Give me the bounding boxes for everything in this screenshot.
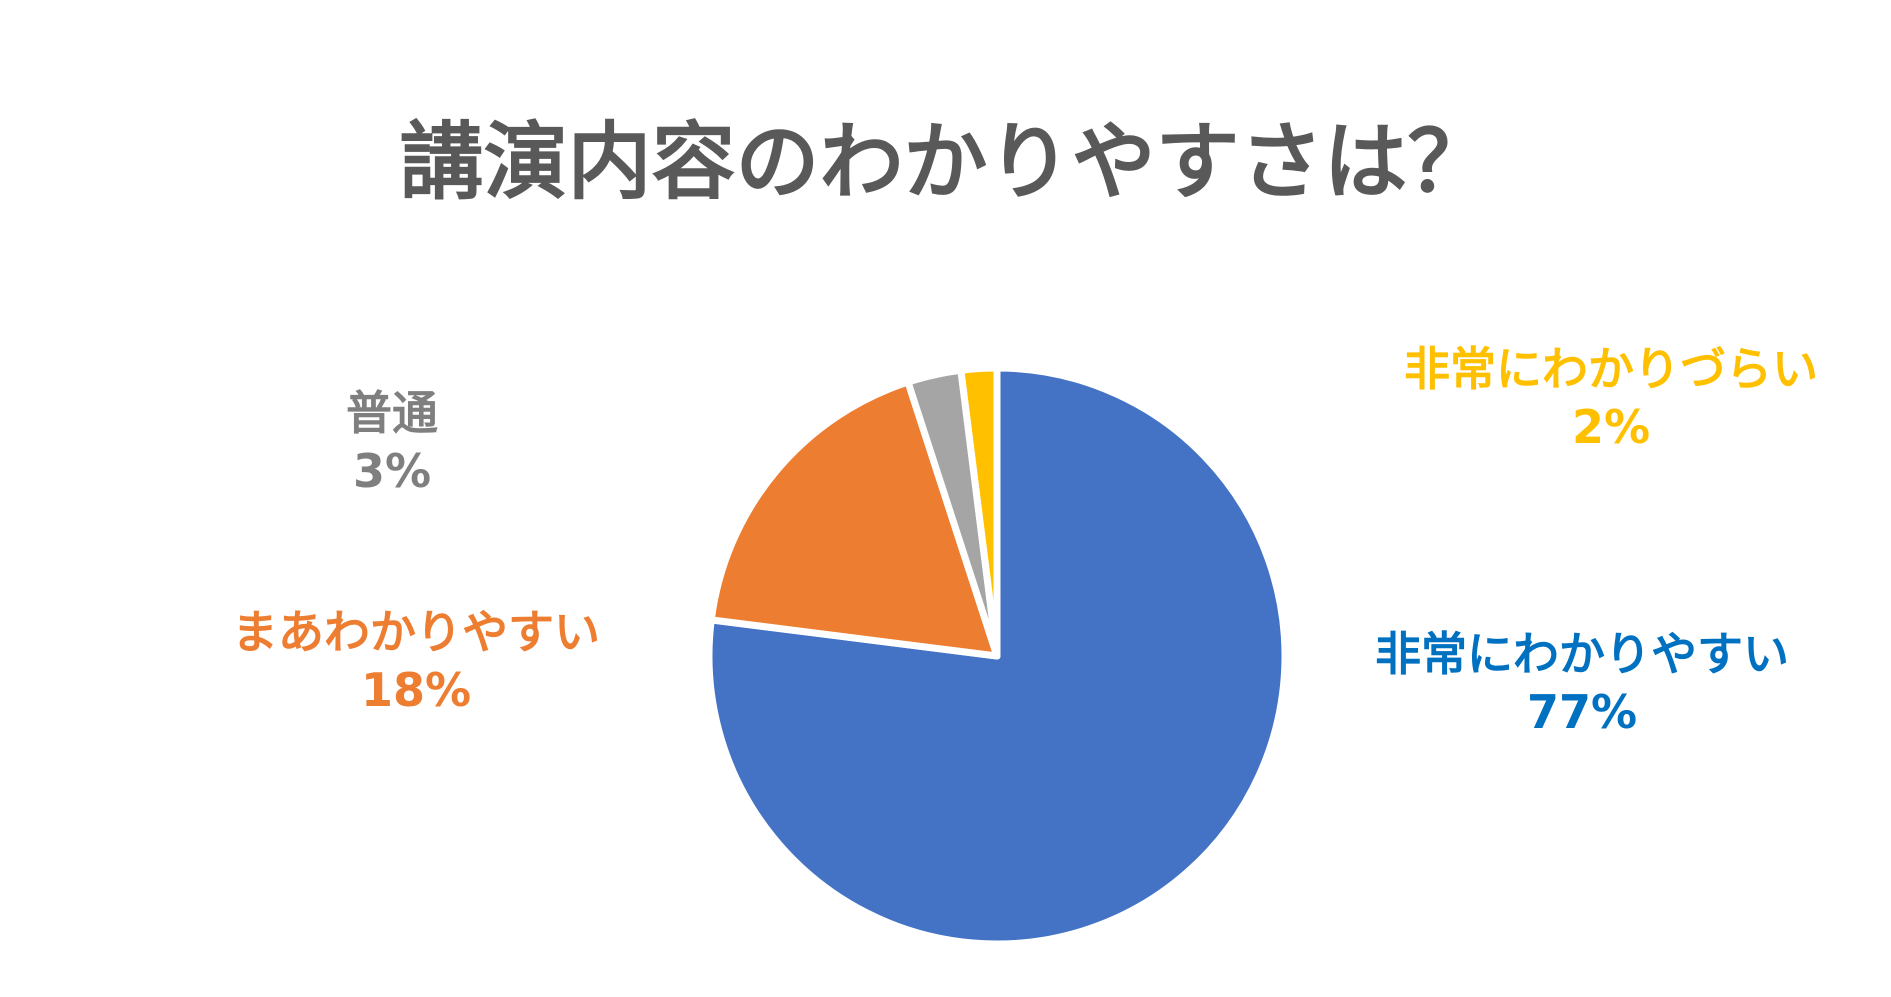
slice-value-label: 3%	[352, 444, 432, 498]
slice-label-normal: 普通 3%	[346, 384, 438, 500]
pie-slice-1	[707, 378, 1001, 660]
slice-value-label: 77%	[1526, 685, 1638, 739]
slice-label-text: まあわかりやすい	[232, 605, 600, 659]
slice-label-text: 普通	[346, 386, 438, 440]
slice-label-fairly-easy: まあわかりやすい 18%	[232, 603, 600, 719]
slice-label-very-easy: 非常にわかりやすい 77%	[1375, 625, 1789, 741]
slice-label-text: 非常にわかりづらい	[1404, 342, 1818, 396]
chart-title: 講演内容のわかりやすさは？	[399, 113, 1492, 211]
slice-value-label: 2%	[1571, 400, 1651, 454]
slice-label-text: 非常にわかりやすい	[1375, 627, 1789, 681]
slice-label-very-hard: 非常にわかりづらい 2%	[1404, 340, 1818, 456]
slice-value-label: 18%	[360, 663, 472, 717]
pie-slice-3	[957, 364, 1001, 660]
